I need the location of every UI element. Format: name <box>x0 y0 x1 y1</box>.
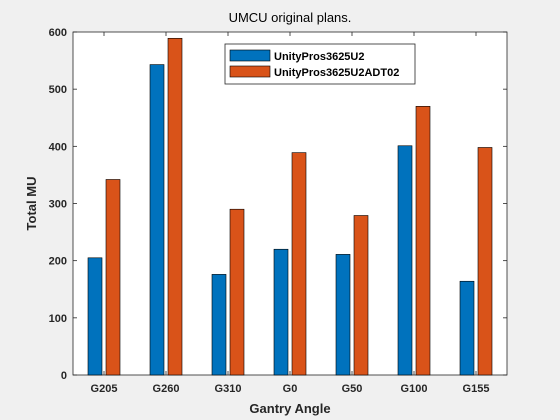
bar-unitypros3625u2-g0 <box>273 248 289 376</box>
bar-unitypros3625u2-g100 <box>397 145 413 376</box>
bar-unitypros3625u2adt02-g205 <box>105 179 121 376</box>
chart-title: UMCU original plans. <box>229 10 352 25</box>
x-tick-label: G260 <box>153 383 180 395</box>
y-tick-label: 600 <box>49 27 67 39</box>
bar-unitypros3625u2adt02-g0 <box>291 152 307 376</box>
bar-unitypros3625u2adt02-g310 <box>229 208 245 376</box>
legend-label: UnityPros3625U2ADT02 <box>274 67 399 79</box>
legend-swatch <box>229 49 271 62</box>
y-tick-label: 200 <box>49 256 67 268</box>
y-axis: 0 100 200 300 400 500 600 <box>49 27 507 382</box>
x-tick-label: G205 <box>91 383 118 395</box>
bar-unitypros3625u2-g260 <box>149 64 165 376</box>
bar-unitypros3625u2-g155 <box>459 280 475 376</box>
bar-unitypros3625u2-g310 <box>211 274 227 376</box>
y-tick-label: 300 <box>49 199 67 211</box>
bars <box>87 37 493 376</box>
legend: UnityPros3625U2 UnityPros3625U2ADT02 <box>224 43 416 85</box>
y-tick-label: 500 <box>49 84 67 96</box>
x-tick-label: G155 <box>463 383 490 395</box>
y-tick-label: 100 <box>49 313 67 325</box>
y-axis-label: Total MU <box>24 177 39 231</box>
bar-unitypros3625u2adt02-g50 <box>353 215 369 376</box>
bar-unitypros3625u2adt02-g100 <box>415 106 431 376</box>
x-tick-label: G50 <box>342 383 363 395</box>
x-axis-label: Gantry Angle <box>249 401 330 416</box>
y-tick-label: 400 <box>49 141 67 153</box>
x-tick-label: G0 <box>283 383 298 395</box>
legend-swatch <box>229 65 271 78</box>
bar-unitypros3625u2-g50 <box>335 254 351 376</box>
bar-unitypros3625u2adt02-g260 <box>167 37 183 376</box>
bar-unitypros3625u2adt02-g155 <box>477 147 493 376</box>
plot-area <box>72 31 508 376</box>
x-axis: G205 G260 G310 G0 G50 G100 G155 <box>91 32 490 395</box>
x-tick-label: G310 <box>215 383 242 395</box>
x-tick-label: G100 <box>401 383 428 395</box>
legend-label: UnityPros3625U2 <box>274 51 365 63</box>
y-tick-label: 0 <box>61 370 67 382</box>
bar-unitypros3625u2-g205 <box>87 257 103 376</box>
